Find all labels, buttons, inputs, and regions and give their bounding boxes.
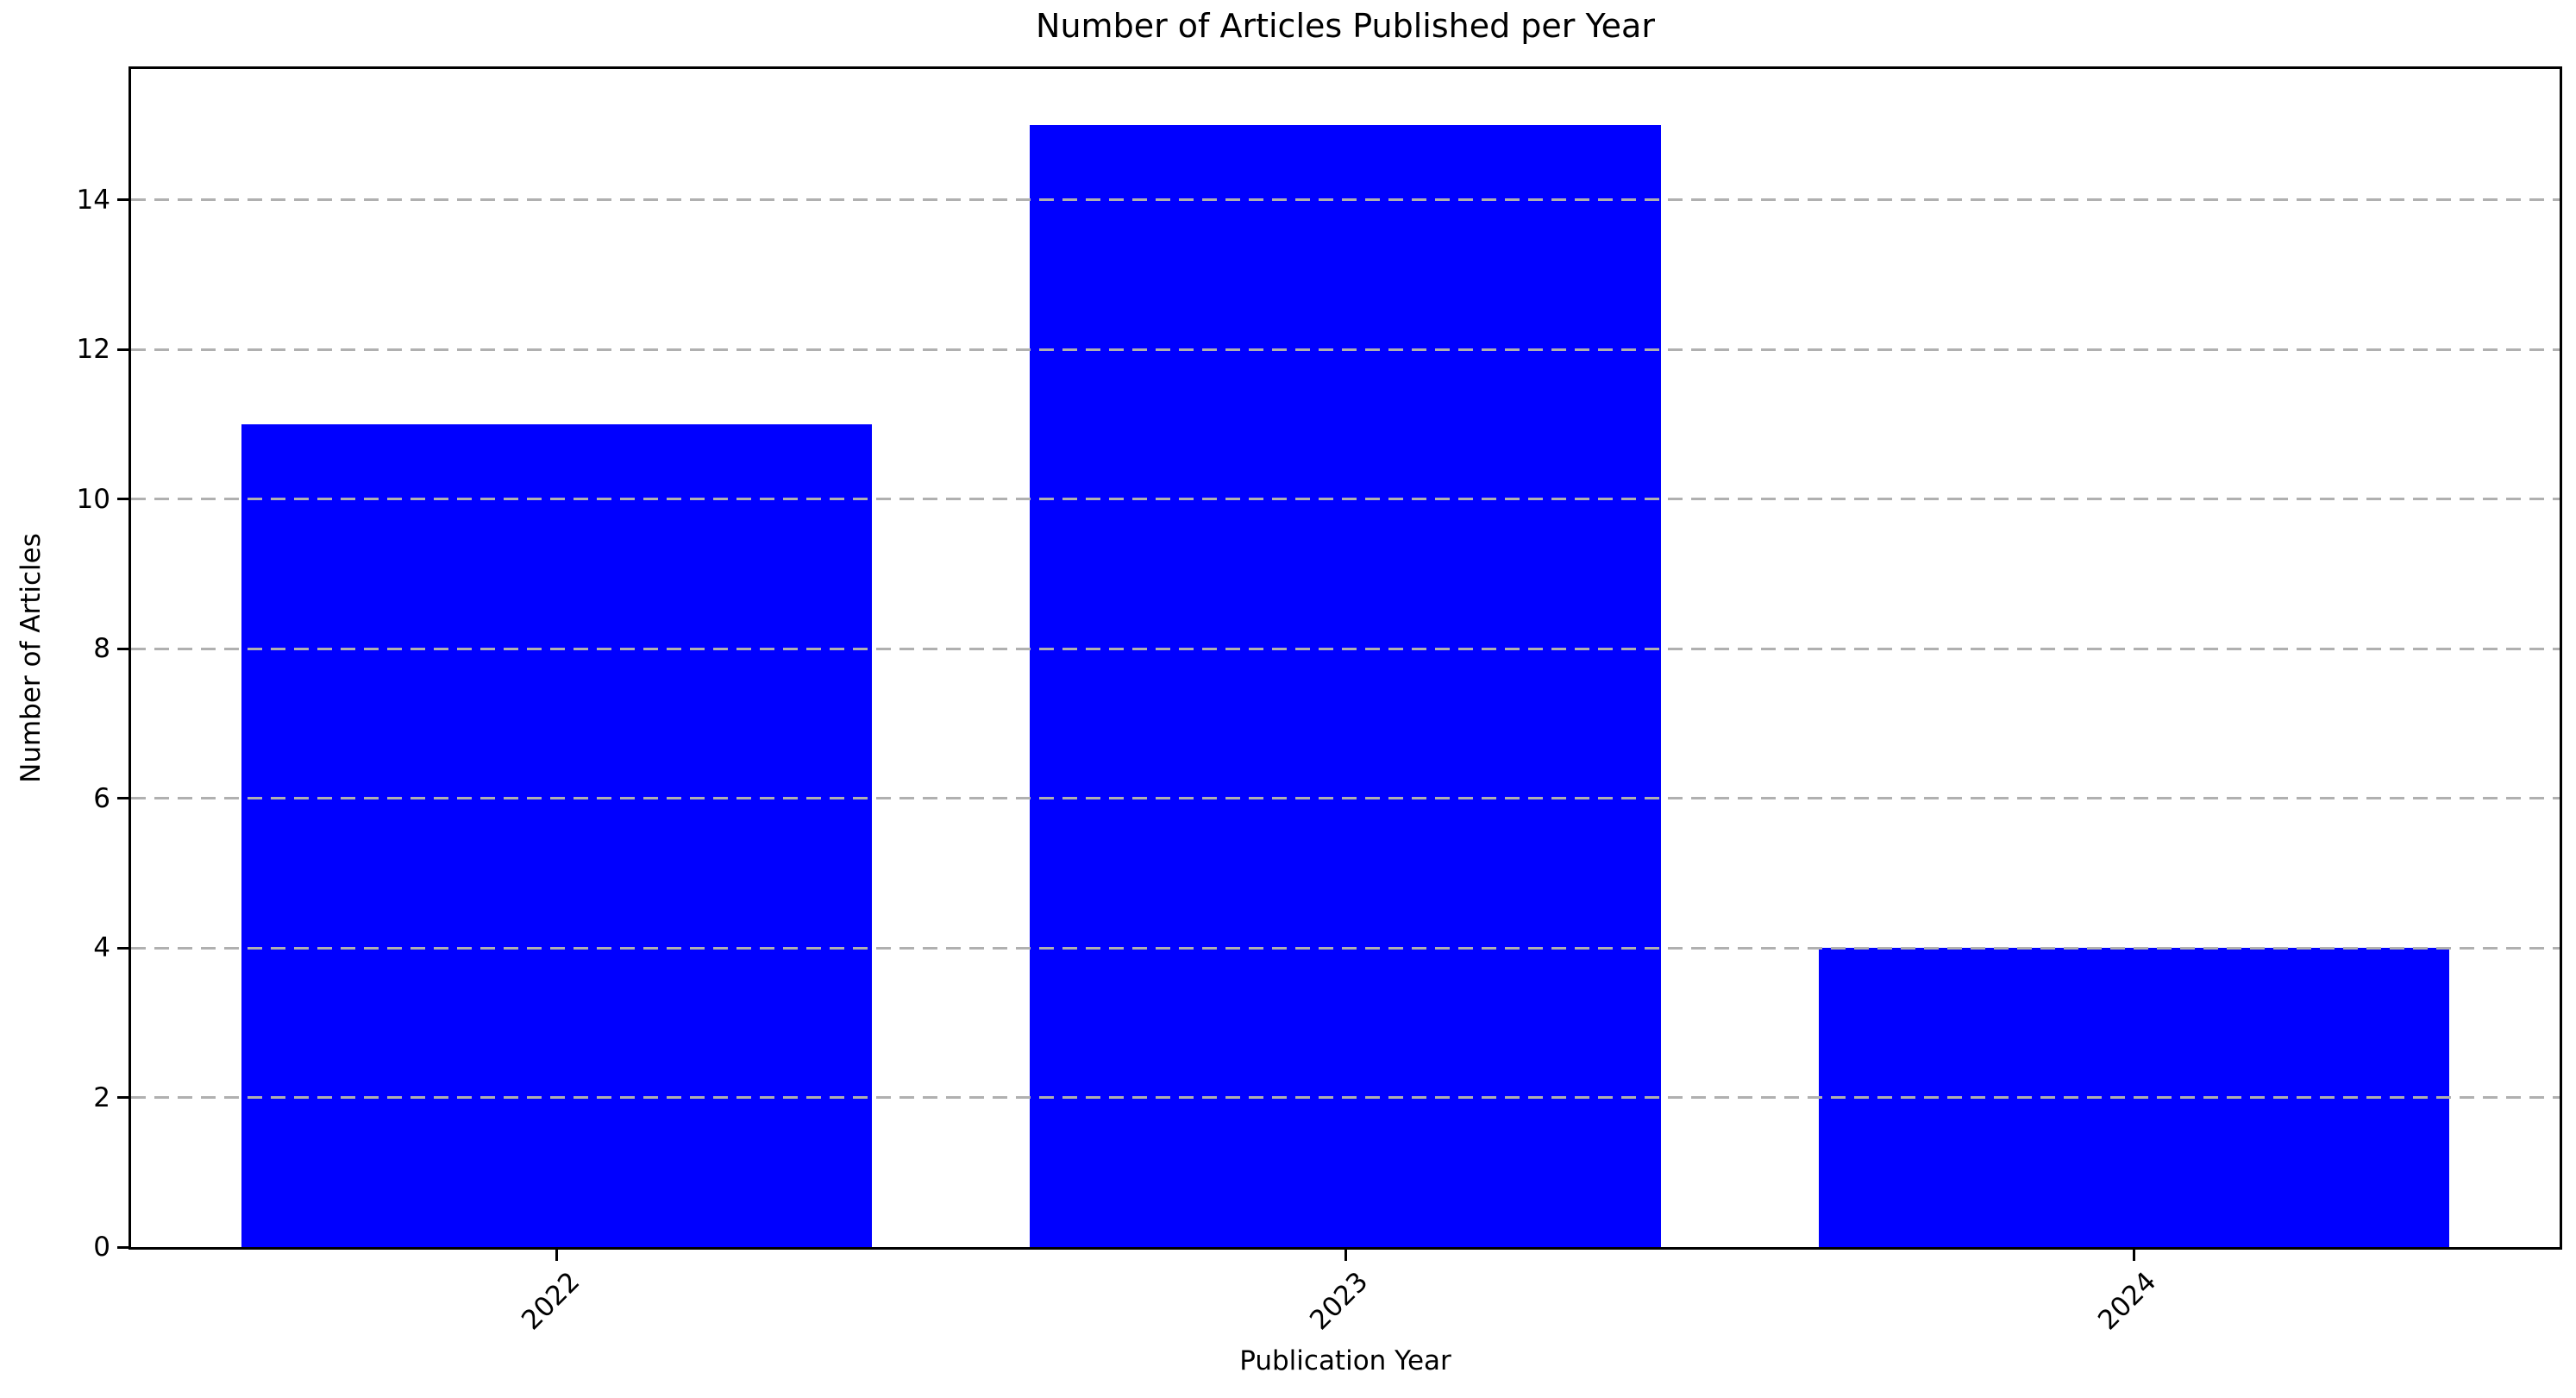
bar-2023 — [1030, 125, 1661, 1247]
y-tick-mark-6 — [117, 797, 128, 800]
y-tick-label-14: 14 — [76, 184, 110, 216]
x-tick-label-2022: 2022 — [515, 1266, 586, 1337]
y-tick-label-10: 10 — [76, 483, 110, 515]
bar-2022 — [241, 423, 873, 1247]
y-tick-mark-10 — [117, 498, 128, 501]
y-tick-label-0: 0 — [93, 1232, 110, 1263]
y-tick-label-12: 12 — [76, 334, 110, 366]
y-tick-mark-4 — [117, 946, 128, 950]
bar-2024 — [1818, 948, 2449, 1247]
x-tick-mark-2024 — [2132, 1250, 2135, 1261]
chart-title: Number of Articles Published per Year — [1036, 7, 1655, 45]
x-tick-mark-2023 — [1344, 1250, 1347, 1261]
y-tick-mark-12 — [117, 348, 128, 351]
y-tick-mark-8 — [117, 647, 128, 650]
y-tick-label-8: 8 — [93, 633, 110, 665]
y-tick-label-2: 2 — [93, 1081, 110, 1113]
x-axis-label: Publication Year — [1239, 1345, 1451, 1376]
x-tick-label-2024: 2024 — [2092, 1266, 2163, 1337]
y-tick-mark-2 — [117, 1096, 128, 1100]
plot-area — [128, 66, 2562, 1250]
y-tick-mark-0 — [117, 1245, 128, 1249]
x-tick-label-2023: 2023 — [1304, 1266, 1375, 1337]
x-tick-mark-2022 — [555, 1250, 559, 1261]
bars-layer — [131, 69, 2560, 1247]
y-tick-mark-14 — [117, 198, 128, 202]
y-axis-label: Number of Articles — [16, 533, 47, 783]
y-tick-label-4: 4 — [93, 932, 110, 964]
y-tick-label-6: 6 — [93, 782, 110, 814]
